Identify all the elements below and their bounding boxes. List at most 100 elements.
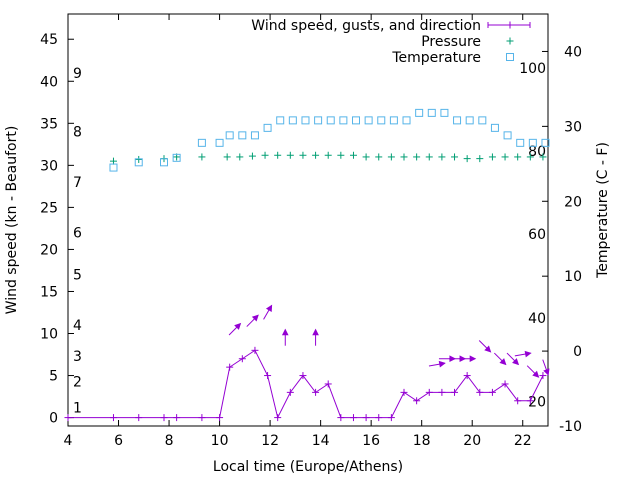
gust-arrow (246, 314, 259, 327)
temperature-point (339, 116, 348, 125)
wind-point (451, 388, 459, 396)
wind-point (299, 372, 307, 380)
wind-point (109, 414, 117, 422)
gust-arrow (506, 352, 520, 366)
temperature-point (440, 108, 449, 117)
gust-arrow (228, 322, 242, 336)
temperature-point (503, 131, 512, 140)
pressure-point (286, 151, 294, 159)
gust-arrow-head (499, 358, 507, 366)
gust-arrow-head (312, 328, 319, 336)
y-right-tick-label: 0 (573, 344, 582, 360)
wind-point (463, 372, 471, 380)
wind-point (501, 380, 509, 388)
pressure-point (375, 153, 383, 161)
gust-arrow-head (265, 304, 273, 312)
pressure-point (413, 153, 421, 161)
temperature-point (301, 116, 310, 125)
temperature-point (402, 116, 411, 125)
pressure-point (299, 151, 307, 159)
pressure-point (476, 155, 484, 163)
legend-pressure-marker (506, 37, 514, 45)
y-left-tick-label: 35 (40, 116, 58, 132)
gust-arrow (542, 359, 550, 376)
beaufort-label: 5 (73, 268, 82, 284)
axes-layer: 4 6 8 10 12 14 16 18 20 22051015202530354045-1001… (40, 13, 582, 449)
gust-arrow-head (281, 328, 289, 336)
y-left-tick-label: 20 (40, 242, 58, 258)
wind-point (312, 388, 320, 396)
pressure-point (135, 155, 143, 163)
x-tick-label: 20 (463, 433, 481, 449)
pressure-point (514, 153, 522, 161)
temperature-point (197, 138, 206, 147)
gust-arrow-head (512, 358, 520, 366)
gust-arrow (281, 328, 289, 346)
pressure-point (425, 153, 433, 161)
wind-point (476, 388, 484, 396)
gust-arrow-head (234, 322, 242, 330)
pressure-point (223, 153, 231, 161)
beaufort-label: 4 (73, 318, 82, 334)
gust-arrow-head (543, 368, 550, 376)
gust-arrow-head (532, 370, 540, 378)
temperature-point (465, 116, 474, 125)
x-tick-label: 14 (312, 433, 330, 449)
y-left-tick-label: 25 (40, 200, 58, 216)
x-tick-label: 16 (362, 433, 380, 449)
pressure-point (109, 157, 117, 165)
temperature-point (314, 116, 323, 125)
pressure-point (362, 153, 370, 161)
fahrenheit-label: 80 (528, 144, 546, 160)
legend: Wind speed, gusts, and directionPressure… (251, 18, 531, 66)
gust-arrow-head (469, 355, 477, 363)
temperature-point (377, 116, 386, 125)
beaufort-label: 8 (73, 125, 82, 141)
y-right-tick-label: 40 (564, 44, 582, 60)
wind-point (349, 414, 357, 422)
gust-arrow (478, 340, 492, 353)
x-tick-label: 18 (413, 433, 431, 449)
wind-point (375, 414, 383, 422)
legend-temperature-label: Temperature (391, 50, 481, 66)
y-left-tick-label: 30 (40, 158, 58, 174)
wind-point (539, 372, 547, 380)
temperature-point (478, 116, 487, 125)
x-tick-label: 8 (165, 433, 174, 449)
wind-point (438, 388, 446, 396)
wind-point (160, 414, 168, 422)
temperature-point (238, 131, 247, 140)
wind-point (413, 397, 421, 405)
legend-wind-marker (506, 21, 514, 29)
x-tick-label: 4 (64, 433, 73, 449)
pressure-point (387, 153, 395, 161)
pressure-point (198, 153, 206, 161)
wind-point (226, 363, 234, 371)
pressure-point (501, 153, 509, 161)
gust-arrow (428, 360, 446, 368)
fahrenheit-label: 60 (528, 227, 546, 243)
temperature-point (288, 116, 297, 125)
beaufort-label: 7 (73, 175, 82, 191)
wind-point (425, 388, 433, 396)
gust-arrow (459, 355, 477, 363)
plot-frame (67, 13, 549, 427)
temperature-point (352, 116, 360, 125)
pressure-point (349, 151, 357, 159)
wind-point (198, 414, 206, 422)
wind-point (173, 414, 181, 422)
gust-arrow-head (484, 345, 492, 353)
pressure-point (337, 151, 345, 159)
wind-point (286, 388, 294, 396)
wind-point (514, 397, 522, 405)
gust-arrow-head (251, 314, 259, 322)
wind-point (274, 414, 282, 422)
pressure-point (438, 153, 446, 161)
temperature-point (528, 138, 537, 147)
temperature-point (109, 163, 118, 172)
temperature-point (389, 116, 398, 125)
y-right-tick-label: -10 (559, 419, 582, 435)
temperature-point (225, 131, 234, 140)
legend-wind-label: Wind speed, gusts, and direction (251, 18, 481, 34)
y-left-tick-label: 10 (40, 327, 58, 343)
